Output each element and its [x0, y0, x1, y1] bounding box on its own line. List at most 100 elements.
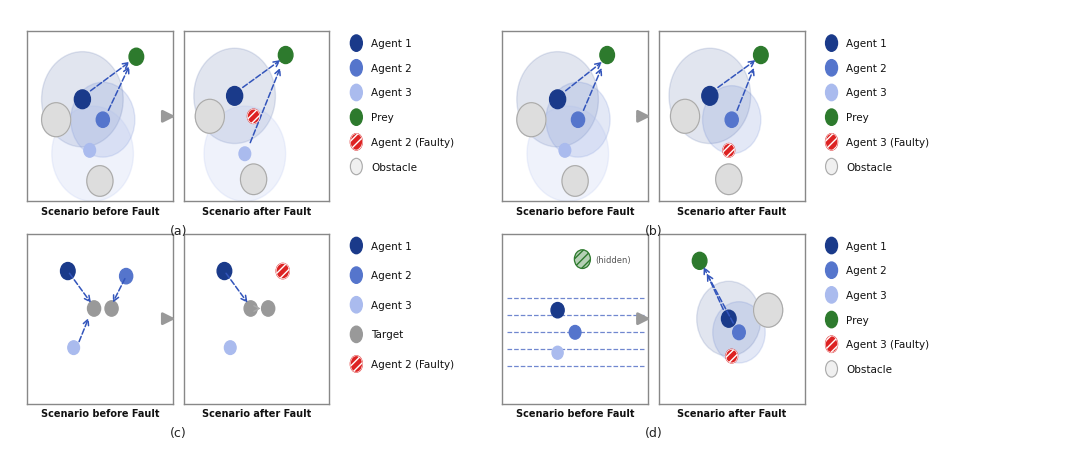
Circle shape	[105, 301, 118, 316]
Text: Agent 3: Agent 3	[372, 300, 411, 310]
Text: Agent 2 (Faulty): Agent 2 (Faulty)	[372, 138, 455, 147]
Text: Obstacle: Obstacle	[847, 364, 892, 374]
Text: Agent 2: Agent 2	[372, 64, 411, 73]
Circle shape	[193, 49, 275, 144]
Circle shape	[702, 86, 760, 154]
Circle shape	[350, 134, 362, 151]
Circle shape	[247, 110, 259, 124]
Text: (a): (a)	[170, 224, 187, 237]
Circle shape	[350, 356, 362, 372]
Text: (hidden): (hidden)	[595, 255, 631, 264]
Circle shape	[239, 148, 251, 161]
Circle shape	[87, 301, 100, 316]
Circle shape	[52, 107, 134, 202]
Circle shape	[68, 341, 80, 355]
Text: Agent 1: Agent 1	[847, 39, 887, 49]
Text: Agent 2 (Faulty): Agent 2 (Faulty)	[372, 359, 455, 369]
Circle shape	[96, 113, 109, 128]
Circle shape	[350, 238, 362, 254]
Circle shape	[120, 269, 133, 284]
Circle shape	[825, 85, 837, 101]
Circle shape	[825, 134, 837, 151]
Text: Agent 2: Agent 2	[847, 266, 887, 275]
Text: Obstacle: Obstacle	[372, 162, 417, 172]
Circle shape	[60, 263, 76, 280]
Circle shape	[721, 310, 737, 328]
Circle shape	[825, 110, 837, 126]
Circle shape	[569, 326, 581, 339]
Circle shape	[241, 165, 267, 195]
X-axis label: Scenario before Fault: Scenario before Fault	[516, 206, 634, 216]
Circle shape	[71, 83, 135, 158]
Circle shape	[825, 287, 837, 303]
Circle shape	[559, 144, 570, 158]
Text: Obstacle: Obstacle	[847, 162, 892, 172]
Circle shape	[84, 144, 95, 158]
Circle shape	[725, 113, 739, 128]
Text: Prey: Prey	[372, 113, 394, 123]
Circle shape	[276, 264, 289, 279]
Circle shape	[551, 303, 564, 318]
Text: Agent 3 (Faulty): Agent 3 (Faulty)	[847, 138, 930, 147]
Circle shape	[552, 347, 563, 359]
Text: Prey: Prey	[847, 113, 869, 123]
Circle shape	[75, 91, 91, 109]
Circle shape	[825, 361, 837, 377]
Circle shape	[350, 85, 362, 101]
Circle shape	[516, 52, 598, 148]
X-axis label: Scenario before Fault: Scenario before Fault	[41, 206, 159, 216]
Circle shape	[825, 263, 837, 279]
Circle shape	[86, 166, 113, 197]
Circle shape	[723, 144, 734, 158]
Circle shape	[527, 107, 609, 202]
Circle shape	[350, 36, 362, 52]
Text: Agent 1: Agent 1	[372, 241, 411, 251]
Circle shape	[825, 312, 837, 328]
Circle shape	[217, 263, 232, 280]
Circle shape	[726, 350, 738, 363]
Circle shape	[732, 325, 745, 340]
Circle shape	[669, 49, 751, 144]
Circle shape	[279, 47, 293, 64]
X-axis label: Scenario after Fault: Scenario after Fault	[202, 408, 311, 418]
Circle shape	[546, 83, 610, 158]
Circle shape	[825, 61, 837, 77]
Circle shape	[244, 301, 257, 316]
Circle shape	[350, 268, 362, 284]
Circle shape	[825, 159, 837, 175]
Circle shape	[575, 250, 591, 269]
Circle shape	[204, 107, 285, 202]
X-axis label: Scenario after Fault: Scenario after Fault	[202, 206, 311, 216]
Circle shape	[350, 297, 362, 313]
Text: (b): (b)	[645, 224, 662, 237]
Circle shape	[754, 294, 783, 328]
X-axis label: Scenario after Fault: Scenario after Fault	[677, 206, 786, 216]
Circle shape	[692, 253, 707, 270]
Circle shape	[225, 341, 237, 355]
Circle shape	[825, 36, 837, 52]
Text: (d): (d)	[645, 426, 662, 439]
Circle shape	[713, 302, 766, 363]
Circle shape	[41, 52, 123, 148]
Text: Agent 3: Agent 3	[372, 88, 411, 98]
Text: Prey: Prey	[847, 315, 869, 325]
Circle shape	[716, 165, 742, 195]
Circle shape	[550, 91, 566, 109]
Circle shape	[516, 103, 546, 137]
Circle shape	[227, 87, 243, 106]
Circle shape	[825, 238, 837, 254]
Text: Agent 3: Agent 3	[847, 88, 887, 98]
Circle shape	[571, 113, 584, 128]
Circle shape	[702, 87, 718, 106]
Circle shape	[697, 282, 761, 356]
Circle shape	[350, 61, 362, 77]
Text: Agent 2: Agent 2	[372, 270, 411, 280]
Circle shape	[130, 49, 144, 66]
Text: Agent 3: Agent 3	[847, 290, 887, 300]
Circle shape	[350, 159, 362, 175]
Text: Agent 1: Agent 1	[372, 39, 411, 49]
Circle shape	[599, 47, 615, 64]
Circle shape	[562, 166, 589, 197]
Circle shape	[754, 47, 768, 64]
Circle shape	[41, 103, 71, 137]
